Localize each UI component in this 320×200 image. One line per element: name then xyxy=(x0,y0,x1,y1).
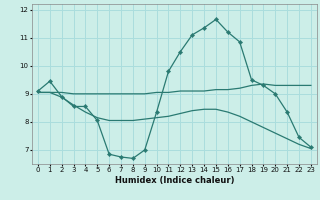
X-axis label: Humidex (Indice chaleur): Humidex (Indice chaleur) xyxy=(115,176,234,185)
